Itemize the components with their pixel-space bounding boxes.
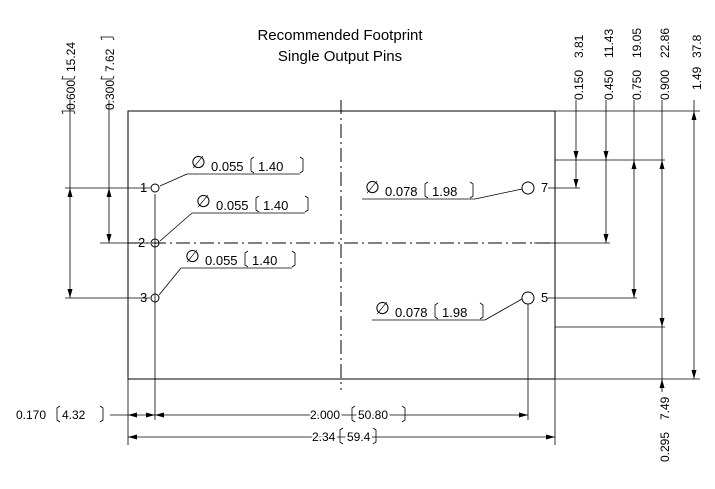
dim-0150: 0.150 3.81 <box>572 34 586 188</box>
diameter-icon: ∅ <box>196 192 211 212</box>
pin-label-7: 7 <box>541 180 548 195</box>
svg-text:37.8: 37.8 <box>690 34 704 58</box>
diameter-icon: ∅ <box>365 178 380 198</box>
svg-text:1.49: 1.49 <box>690 66 704 90</box>
svg-text:1.40: 1.40 <box>252 253 277 268</box>
pin-hole-7 <box>521 181 535 195</box>
dim-2000: 2.000 50.80 <box>155 405 528 424</box>
pin-label-2: 2 <box>138 235 145 250</box>
svg-text:22.86: 22.86 <box>658 28 672 58</box>
hole-callout-pin-2: ∅ 0.055 1.40 <box>159 192 309 242</box>
svg-text:2.000: 2.000 <box>310 408 340 422</box>
dim-0600: 0.600 15.24 <box>61 42 78 298</box>
dim-0300: 0.300 7.62 <box>100 36 117 243</box>
hole-callout-pin-3: ∅ 0.055 1.40 <box>158 247 296 296</box>
svg-text:1.40: 1.40 <box>263 198 288 213</box>
svg-text:0.170: 0.170 <box>16 408 46 422</box>
hole-callout-pin-1: ∅ 0.055 1.40 <box>159 153 304 187</box>
dim-234: 2.34 59.4 <box>128 427 555 446</box>
svg-text:11.43: 11.43 <box>602 29 616 58</box>
pin-label-5: 5 <box>541 290 548 305</box>
svg-text:0.900: 0.900 <box>658 70 672 100</box>
svg-text:0.450: 0.450 <box>602 70 616 100</box>
svg-text:50.80: 50.80 <box>358 408 388 422</box>
svg-text:1.98: 1.98 <box>432 184 457 199</box>
svg-text:1.40: 1.40 <box>258 159 283 174</box>
svg-text:1.98: 1.98 <box>442 305 467 320</box>
svg-text:0.295: 0.295 <box>658 432 672 462</box>
svg-text:0.055: 0.055 <box>211 159 244 174</box>
svg-text:0.078: 0.078 <box>385 184 418 199</box>
svg-text:59.4: 59.4 <box>347 430 371 444</box>
pin-hole-5 <box>521 291 535 305</box>
dim-0170: 0.170 4.32 <box>16 405 155 423</box>
title-line-1: Recommended Footprint <box>257 27 423 44</box>
svg-text:2.34: 2.34 <box>312 430 336 444</box>
svg-text:7.62: 7.62 <box>103 48 117 72</box>
title-line-2: Single Output Pins <box>278 48 402 65</box>
svg-text:7.49: 7.49 <box>658 396 672 420</box>
svg-text:15.24: 15.24 <box>64 42 78 72</box>
diameter-icon: ∅ <box>191 153 206 173</box>
svg-text:0.150: 0.150 <box>572 70 586 100</box>
diameter-icon: ∅ <box>375 299 390 319</box>
svg-text:3.81: 3.81 <box>572 34 586 58</box>
svg-text:4.32: 4.32 <box>62 408 86 422</box>
hole-callout-pin-7: ∅ 0.078 1.98 <box>362 178 523 200</box>
svg-text:19.05: 19.05 <box>630 28 644 58</box>
svg-text:0.055: 0.055 <box>216 198 249 213</box>
dim-0750: 0.750 19.05 <box>630 28 644 298</box>
svg-text:0.078: 0.078 <box>395 305 428 320</box>
dim-149: 1.49 37.8 <box>690 34 704 379</box>
svg-text:0.600: 0.600 <box>64 80 78 110</box>
dim-0900: 0.900 22.86 <box>658 28 672 327</box>
dim-0450: 0.450 11.43 <box>602 29 616 243</box>
svg-text:0.055: 0.055 <box>205 253 238 268</box>
pin-label-3: 3 <box>140 290 147 305</box>
svg-text:0.750: 0.750 <box>630 70 644 100</box>
dim-0295: 0.295 7.49 <box>658 327 672 462</box>
diameter-icon: ∅ <box>185 247 200 267</box>
pin-hole-1 <box>150 183 160 193</box>
svg-text:0.300: 0.300 <box>103 80 117 110</box>
hole-callout-pin-5: ∅ 0.078 1.98 <box>372 298 523 321</box>
pin-label-1: 1 <box>140 180 147 195</box>
